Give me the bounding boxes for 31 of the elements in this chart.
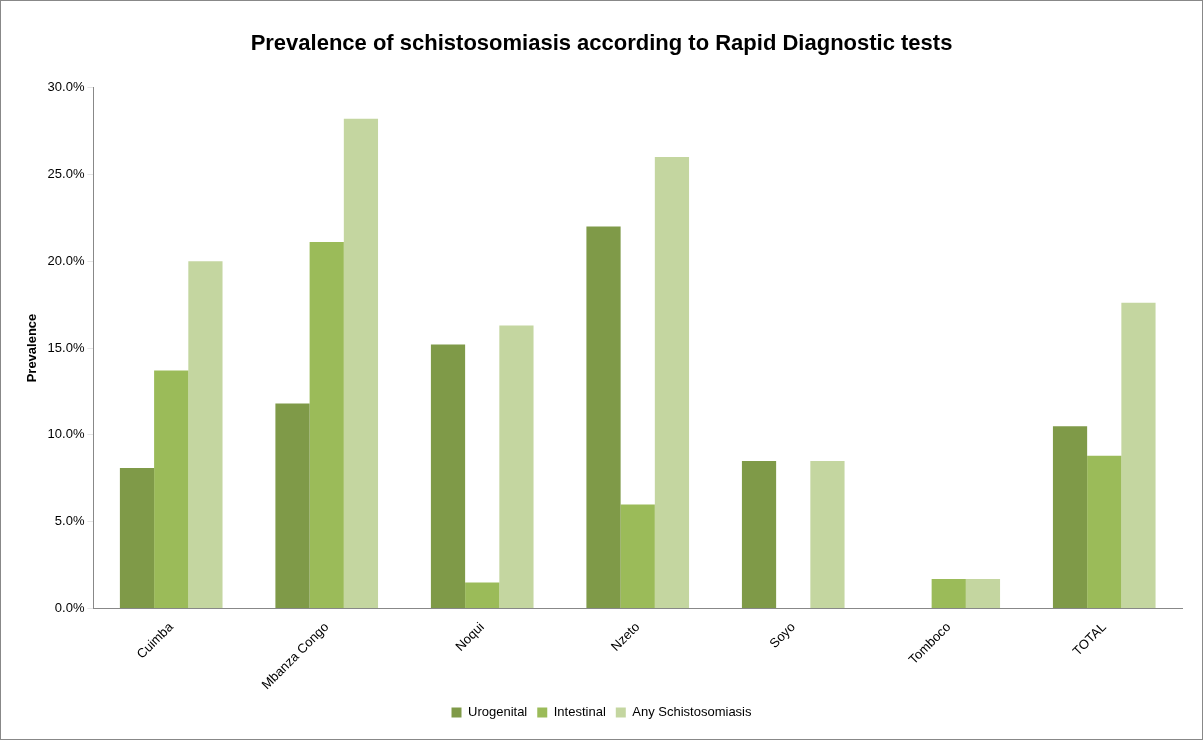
legend-label: Intestinal: [553, 704, 606, 720]
bar: [1052, 426, 1088, 609]
y-tick-label: 10.0%: [47, 426, 85, 442]
y-tick-label: 5.0%: [54, 513, 85, 529]
bar: [1087, 455, 1122, 609]
bar: [810, 460, 845, 609]
bar: [499, 325, 534, 609]
bar: [309, 242, 344, 609]
y-tick-label: 30.0%: [47, 78, 85, 94]
bar: [1121, 302, 1156, 609]
y-tick-label: 0.0%: [54, 600, 85, 616]
y-tick-label: 15.0%: [47, 339, 85, 355]
bar: [343, 118, 379, 609]
bar: [654, 156, 690, 609]
bar: [275, 403, 310, 609]
bar: [620, 504, 655, 609]
legend-label: Urogenital: [468, 704, 528, 720]
bar: [154, 370, 189, 609]
bar: [931, 579, 966, 609]
chart-title: Prevalence of schistosomiasis according to Rapid Diagnostic tests: [250, 30, 953, 56]
legend-label: Any Schistosomiasis: [632, 704, 752, 720]
bar: [188, 261, 223, 609]
bar: [586, 226, 621, 609]
bar: [430, 344, 466, 609]
bar: [965, 579, 1001, 609]
bar: [119, 467, 155, 609]
y-tick-label: 20.0%: [47, 252, 85, 268]
bar: [465, 582, 500, 609]
y-tick-label: 25.0%: [47, 165, 85, 181]
bar: [741, 460, 777, 609]
y-axis-title: Prevalence: [24, 313, 40, 383]
